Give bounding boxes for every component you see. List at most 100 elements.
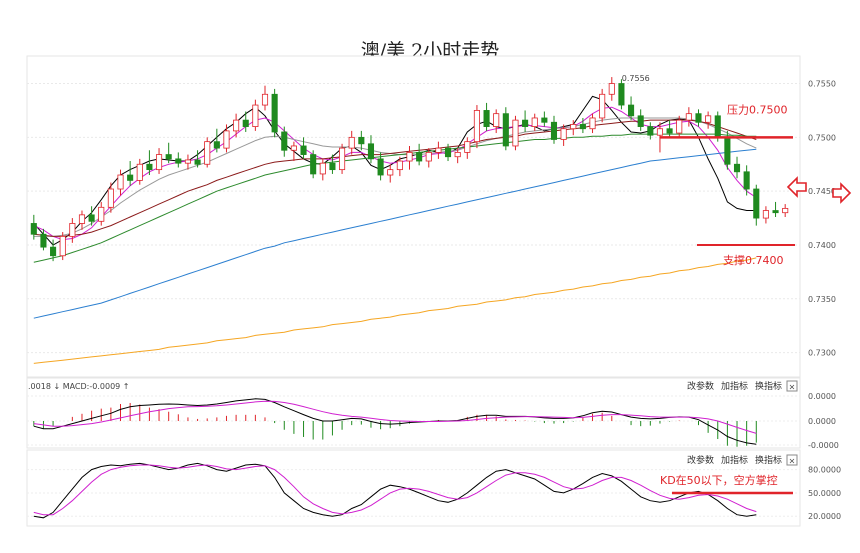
candle-body [387, 169, 394, 176]
arrow-left-icon [786, 176, 807, 198]
change-param-button[interactable]: 改参数 [687, 380, 714, 392]
candle-body [184, 159, 191, 164]
candle-body [396, 160, 403, 171]
kd-line [33, 464, 757, 516]
candle-body [618, 83, 625, 106]
moving-average-line [33, 257, 757, 364]
price-panel: 0.7550 0.7500 0.7450 0.7400 0.7350 0.7300 0.7… [26, 55, 852, 378]
price-tick-label: 0.7350 [808, 295, 836, 304]
candle-body [685, 113, 692, 121]
candle-body [30, 223, 37, 235]
candle-body [473, 110, 480, 143]
candle-body [425, 152, 432, 162]
macd-label: .0018 ↓ MACD:-0.0009 ↑ [28, 382, 130, 391]
arrow-right-icon [832, 182, 852, 204]
candle-body [194, 159, 201, 165]
add-indicator-button[interactable]: 加指标 [721, 380, 748, 392]
candle-body [175, 158, 182, 164]
candle-body [107, 188, 114, 208]
price-grid [27, 83, 800, 354]
candle-body [589, 117, 596, 130]
price-axis: 0.7550 0.7500 0.7450 0.7400 0.7350 0.7300 [808, 80, 836, 358]
candle-body [714, 115, 721, 138]
close-icon[interactable] [786, 380, 798, 392]
switch-indicator-button[interactable]: 换指标 [755, 380, 782, 392]
candle-body [252, 104, 259, 127]
macd-grid [27, 395, 800, 446]
macd-axis: 0.0000 0.0000 -0.0000 [808, 392, 839, 450]
candle-body [233, 119, 240, 132]
candle-body [223, 130, 230, 149]
price-tick-label: 0.7400 [808, 241, 836, 250]
candle-body [608, 83, 615, 95]
change-param-button-2[interactable]: 改参数 [687, 454, 714, 466]
candle-body [146, 163, 153, 171]
candle-body [78, 214, 86, 224]
macd-panel: .0018 ↓ MACD:-0.0009 ↑ 改参数 加指标 换指标 × 0.0… [26, 377, 839, 450]
candle-body [705, 115, 712, 123]
candle-body [40, 233, 47, 248]
candle-body [127, 174, 134, 181]
candle-body [59, 235, 66, 257]
moving-average-line [33, 117, 757, 237]
candle-body [762, 210, 769, 219]
moving-averages [33, 95, 757, 364]
moving-average-line [33, 95, 757, 246]
candle-body [339, 147, 346, 171]
kd-panel: 改参数 加指标 换指标 × 80.0000 50.0000 20.0000 KD在5… [26, 449, 841, 527]
macd-lines [33, 398, 757, 445]
macd-line [33, 400, 757, 434]
candle-body [522, 119, 529, 127]
candle-body [695, 113, 702, 123]
candle-body [464, 141, 471, 153]
candle-body [281, 131, 288, 151]
support-label: 支撑0.7400 [723, 253, 784, 267]
candle-body [550, 121, 558, 140]
candle-body [666, 128, 673, 134]
switch-indicator-button-2[interactable]: 换指标 [755, 454, 782, 466]
macd-line [33, 398, 757, 445]
macd-tick-label: 0.0000 [808, 392, 836, 401]
candle-body [570, 124, 577, 130]
candle-body [290, 145, 297, 151]
candle-body [271, 93, 278, 133]
candle-body [599, 93, 606, 119]
candle-body [435, 147, 442, 153]
candle-body [406, 152, 413, 162]
candle-body [165, 154, 172, 160]
candle-body [213, 141, 220, 149]
add-indicator-button-2[interactable]: 加指标 [721, 454, 748, 466]
candle-body [88, 214, 95, 222]
candle-body [416, 152, 423, 162]
candlesticks [30, 77, 789, 262]
candle-body [377, 158, 384, 176]
candle-body [560, 128, 567, 140]
candle-body [444, 147, 452, 158]
price-tick-label: 0.7550 [808, 80, 836, 89]
candle-body [261, 93, 269, 106]
moving-average-line [33, 119, 757, 237]
candle-body [155, 154, 163, 171]
candle-body [329, 162, 336, 171]
kd-tick-label: 20.0000 [808, 512, 841, 521]
candle-body [310, 154, 317, 175]
candle-body [743, 171, 750, 190]
kd-line [33, 462, 757, 519]
candle-body [136, 163, 143, 181]
macd-tick-label: 0.0000 [808, 417, 836, 426]
candle-body [454, 152, 461, 158]
kd-axis: 80.0000 50.0000 20.0000 [808, 466, 841, 522]
candle-body [628, 104, 635, 117]
candle-body [319, 162, 326, 175]
candle-body [502, 113, 509, 147]
close-glyph-2: × [789, 457, 796, 466]
candle-body [493, 113, 500, 127]
resistance-label: 压力0.7500 [727, 103, 788, 116]
candle-body [358, 136, 365, 145]
close-icon-2[interactable] [786, 454, 798, 466]
candle-body [531, 117, 538, 127]
price-tick-label: 0.7450 [808, 187, 836, 196]
high-label: 0.7556 [622, 74, 650, 83]
candle-body [637, 115, 644, 127]
moving-average-line [33, 133, 757, 263]
